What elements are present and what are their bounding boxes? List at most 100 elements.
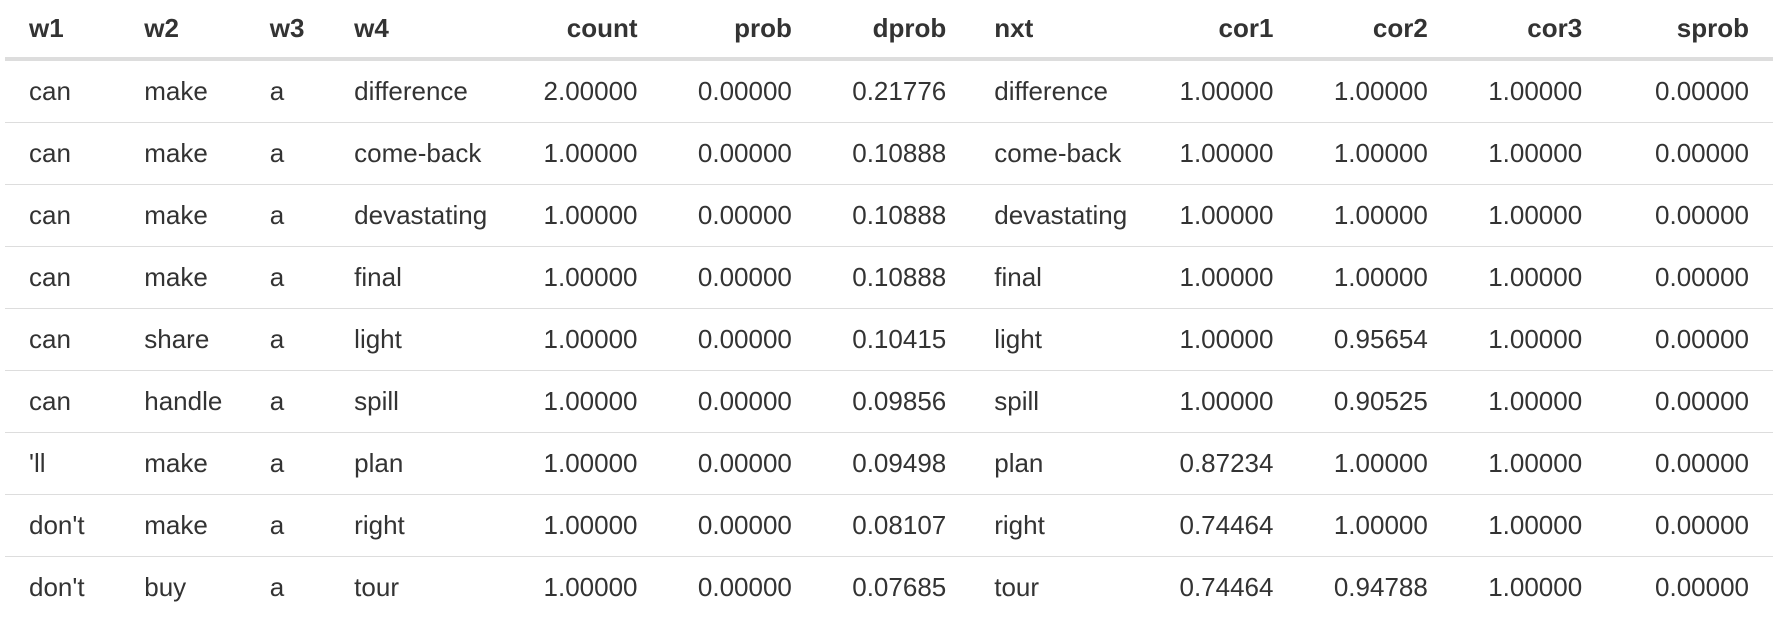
cell-cor3: 1.00000: [1452, 433, 1606, 495]
cell-w1: can: [5, 247, 120, 309]
cell-prob: 0.00000: [662, 309, 816, 371]
cell-cor2: 1.00000: [1297, 59, 1451, 123]
cell-cor2: 1.00000: [1297, 247, 1451, 309]
cell-nxt: final: [970, 247, 1143, 309]
cell-w1: 'll: [5, 433, 120, 495]
cell-sprob: 0.00000: [1606, 123, 1773, 185]
cell-nxt: right: [970, 495, 1143, 557]
cell-cor3: 1.00000: [1452, 247, 1606, 309]
cell-w4: come-back: [330, 123, 511, 185]
cell-count: 1.00000: [511, 309, 661, 371]
cell-cor1: 1.00000: [1143, 247, 1297, 309]
cell-prob: 0.00000: [662, 123, 816, 185]
cell-dprob: 0.10415: [816, 309, 970, 371]
cell-cor1: 0.74464: [1143, 557, 1297, 618]
cell-nxt: devastating: [970, 185, 1143, 247]
cell-w2: make: [120, 185, 246, 247]
cell-w2: make: [120, 433, 246, 495]
cell-cor1: 1.00000: [1143, 309, 1297, 371]
cell-cor2: 1.00000: [1297, 433, 1451, 495]
cell-w1: don't: [5, 557, 120, 618]
cell-w2: make: [120, 59, 246, 123]
cell-sprob: 0.00000: [1606, 433, 1773, 495]
cell-prob: 0.00000: [662, 59, 816, 123]
cell-prob: 0.00000: [662, 185, 816, 247]
cell-nxt: difference: [970, 59, 1143, 123]
cell-nxt: plan: [970, 433, 1143, 495]
cell-w1: can: [5, 309, 120, 371]
cell-w2: buy: [120, 557, 246, 618]
cell-sprob: 0.00000: [1606, 371, 1773, 433]
cell-count: 1.00000: [511, 247, 661, 309]
cell-cor3: 1.00000: [1452, 185, 1606, 247]
cell-w4: devastating: [330, 185, 511, 247]
cell-cor2: 0.95654: [1297, 309, 1451, 371]
cell-dprob: 0.10888: [816, 185, 970, 247]
cell-cor2: 1.00000: [1297, 495, 1451, 557]
cell-prob: 0.00000: [662, 371, 816, 433]
cell-w1: can: [5, 371, 120, 433]
cell-dprob: 0.09856: [816, 371, 970, 433]
cell-count: 1.00000: [511, 495, 661, 557]
cell-cor1: 1.00000: [1143, 123, 1297, 185]
cell-sprob: 0.00000: [1606, 59, 1773, 123]
cell-cor3: 1.00000: [1452, 371, 1606, 433]
cell-w1: can: [5, 59, 120, 123]
cell-prob: 0.00000: [662, 495, 816, 557]
cell-w4: light: [330, 309, 511, 371]
cell-nxt: light: [970, 309, 1143, 371]
cell-w1: can: [5, 185, 120, 247]
cell-w2: share: [120, 309, 246, 371]
cell-sprob: 0.00000: [1606, 185, 1773, 247]
cell-cor3: 1.00000: [1452, 59, 1606, 123]
column-header-w1: w1: [5, 0, 120, 59]
column-header-w2: w2: [120, 0, 246, 59]
cell-w4: plan: [330, 433, 511, 495]
cell-count: 1.00000: [511, 371, 661, 433]
cell-w2: handle: [120, 371, 246, 433]
cell-w3: a: [246, 433, 330, 495]
cell-cor3: 1.00000: [1452, 123, 1606, 185]
cell-cor3: 1.00000: [1452, 309, 1606, 371]
cell-w3: a: [246, 59, 330, 123]
cell-w1: don't: [5, 495, 120, 557]
column-header-sprob: sprob: [1606, 0, 1773, 59]
column-header-nxt: nxt: [970, 0, 1143, 59]
cell-w3: a: [246, 123, 330, 185]
cell-cor3: 1.00000: [1452, 495, 1606, 557]
cell-dprob: 0.09498: [816, 433, 970, 495]
cell-w4: right: [330, 495, 511, 557]
cell-w2: make: [120, 247, 246, 309]
column-header-w4: w4: [330, 0, 511, 59]
cell-sprob: 0.00000: [1606, 309, 1773, 371]
cell-prob: 0.00000: [662, 557, 816, 618]
cell-w3: a: [246, 495, 330, 557]
cell-count: 1.00000: [511, 123, 661, 185]
column-header-cor2: cor2: [1297, 0, 1451, 59]
cell-count: 2.00000: [511, 59, 661, 123]
cell-w3: a: [246, 309, 330, 371]
cell-nxt: spill: [970, 371, 1143, 433]
column-header-cor1: cor1: [1143, 0, 1297, 59]
column-header-cor3: cor3: [1452, 0, 1606, 59]
cell-w1: can: [5, 123, 120, 185]
cell-cor1: 1.00000: [1143, 185, 1297, 247]
column-header-dprob: dprob: [816, 0, 970, 59]
cell-prob: 0.00000: [662, 247, 816, 309]
cell-dprob: 0.10888: [816, 247, 970, 309]
cell-w4: final: [330, 247, 511, 309]
cell-cor1: 0.87234: [1143, 433, 1297, 495]
cell-nxt: tour: [970, 557, 1143, 618]
column-header-prob: prob: [662, 0, 816, 59]
cell-w3: a: [246, 185, 330, 247]
cell-dprob: 0.21776: [816, 59, 970, 123]
